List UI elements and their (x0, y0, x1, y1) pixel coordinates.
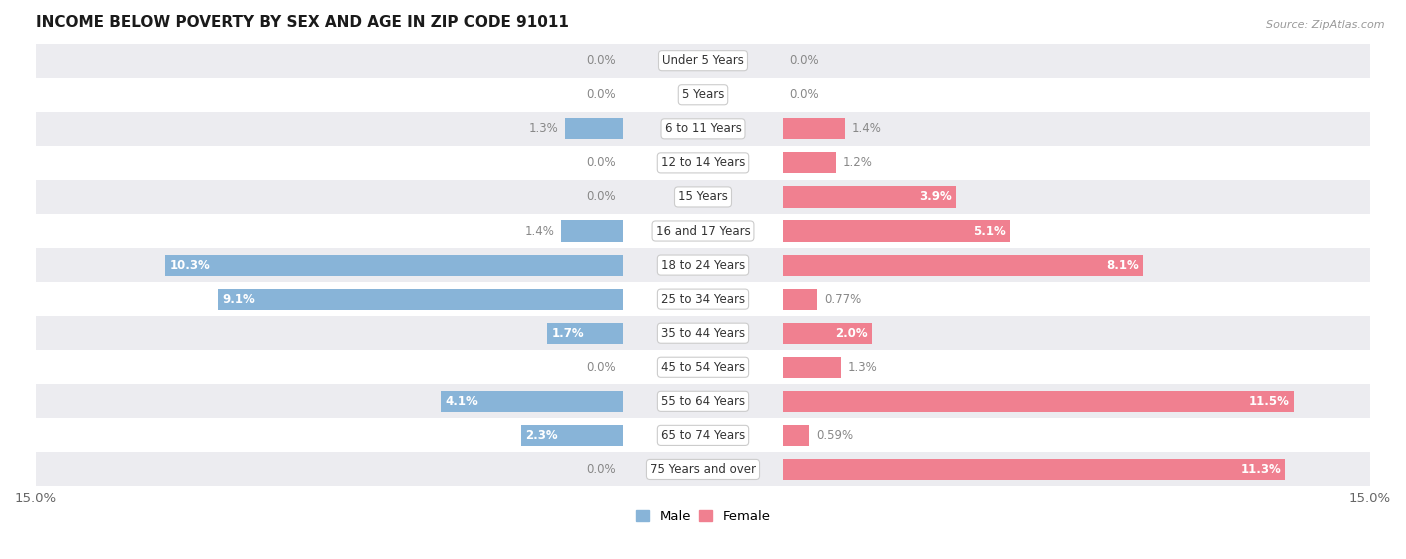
Bar (440, 391, 623, 412)
Bar (783, 220, 1010, 241)
Bar (37, 78, 1369, 112)
Text: 0.0%: 0.0% (586, 88, 616, 101)
Text: 0.0%: 0.0% (790, 88, 820, 101)
Text: 75 Years and over: 75 Years and over (650, 463, 756, 476)
Text: 0.0%: 0.0% (586, 191, 616, 203)
Text: 9.1%: 9.1% (222, 292, 256, 306)
Text: 18 to 24 Years: 18 to 24 Years (661, 259, 745, 272)
Text: 1.4%: 1.4% (852, 122, 882, 135)
Text: INCOME BELOW POVERTY BY SEX AND AGE IN ZIP CODE 91011: INCOME BELOW POVERTY BY SEX AND AGE IN Z… (37, 15, 569, 30)
Text: 15 Years: 15 Years (678, 191, 728, 203)
Bar (783, 186, 956, 207)
Text: 6 to 11 Years: 6 to 11 Years (665, 122, 741, 135)
Text: 0.59%: 0.59% (815, 429, 853, 442)
Bar (783, 323, 872, 344)
Text: 11.3%: 11.3% (1240, 463, 1281, 476)
Text: 65 to 74 Years: 65 to 74 Years (661, 429, 745, 442)
Text: 1.3%: 1.3% (529, 122, 558, 135)
Text: 16 and 17 Years: 16 and 17 Years (655, 225, 751, 238)
Text: 0.77%: 0.77% (824, 292, 862, 306)
Bar (783, 288, 817, 310)
Bar (37, 316, 1369, 350)
Text: 2.0%: 2.0% (835, 326, 868, 340)
Text: 4.1%: 4.1% (446, 395, 478, 408)
Bar (783, 357, 841, 378)
Text: 11.5%: 11.5% (1249, 395, 1289, 408)
Text: 25 to 34 Years: 25 to 34 Years (661, 292, 745, 306)
Text: 3.9%: 3.9% (920, 191, 952, 203)
Text: 1.2%: 1.2% (844, 157, 873, 169)
Bar (37, 452, 1369, 486)
Text: 45 to 54 Years: 45 to 54 Years (661, 361, 745, 374)
Bar (37, 418, 1369, 452)
Bar (37, 282, 1369, 316)
Text: 1.4%: 1.4% (524, 225, 554, 238)
Text: 0.0%: 0.0% (790, 54, 820, 67)
Text: 0.0%: 0.0% (586, 54, 616, 67)
Bar (565, 119, 623, 139)
Bar (37, 384, 1369, 418)
Bar (783, 119, 845, 139)
Text: 5.1%: 5.1% (973, 225, 1005, 238)
Bar (37, 180, 1369, 214)
Legend: Male, Female: Male, Female (630, 505, 776, 529)
Bar (783, 425, 810, 446)
Bar (561, 220, 623, 241)
Bar (37, 112, 1369, 146)
Text: 2.3%: 2.3% (526, 429, 558, 442)
Bar (37, 44, 1369, 78)
Text: 8.1%: 8.1% (1107, 259, 1139, 272)
Bar (165, 254, 623, 276)
Bar (37, 146, 1369, 180)
Text: Source: ZipAtlas.com: Source: ZipAtlas.com (1267, 20, 1385, 30)
Text: 5 Years: 5 Years (682, 88, 724, 101)
Bar (520, 425, 623, 446)
Text: 10.3%: 10.3% (170, 259, 211, 272)
Bar (783, 254, 1143, 276)
Bar (37, 350, 1369, 384)
Bar (783, 459, 1285, 480)
Text: 12 to 14 Years: 12 to 14 Years (661, 157, 745, 169)
Text: 1.3%: 1.3% (848, 361, 877, 374)
Bar (783, 391, 1295, 412)
Text: Under 5 Years: Under 5 Years (662, 54, 744, 67)
Text: 0.0%: 0.0% (586, 463, 616, 476)
Bar (783, 152, 837, 173)
Text: 0.0%: 0.0% (586, 361, 616, 374)
Text: 0.0%: 0.0% (586, 157, 616, 169)
Bar (218, 288, 623, 310)
Text: 35 to 44 Years: 35 to 44 Years (661, 326, 745, 340)
Bar (37, 248, 1369, 282)
Bar (547, 323, 623, 344)
Bar (37, 214, 1369, 248)
Text: 1.7%: 1.7% (551, 326, 585, 340)
Text: 55 to 64 Years: 55 to 64 Years (661, 395, 745, 408)
